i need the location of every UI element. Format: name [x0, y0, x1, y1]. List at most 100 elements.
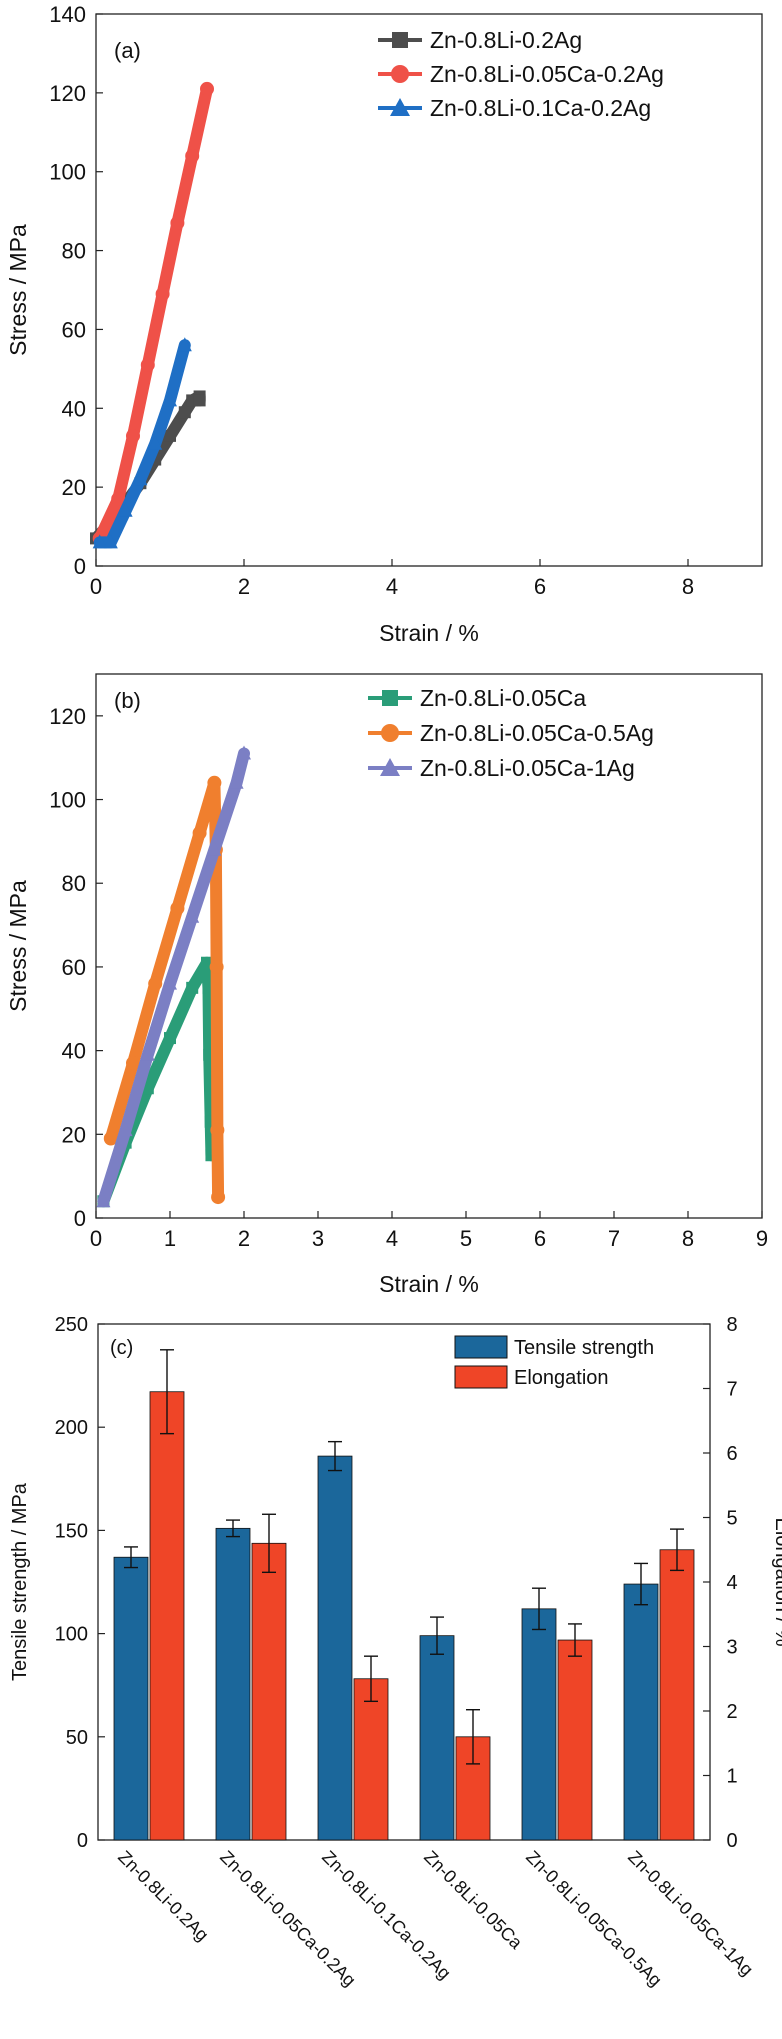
x-tick-label: 2 — [238, 574, 250, 599]
data-point — [163, 975, 177, 990]
data-point — [207, 841, 222, 856]
x-tick-label: 4 — [386, 1226, 398, 1251]
panel-label: (a) — [114, 38, 141, 63]
legend-marker-square — [392, 32, 408, 48]
data-point — [211, 1190, 226, 1205]
y-tick-label: 60 — [62, 955, 86, 980]
y2-axis-label: Elongation / % — [771, 1518, 782, 1647]
legend-marker-triangle — [380, 758, 400, 776]
x-tick-label: 0 — [90, 574, 102, 599]
y-tick-label: 140 — [49, 2, 86, 27]
data-point — [140, 1046, 155, 1061]
y2-tick-label: 7 — [726, 1379, 737, 1401]
legend-entry: Tensile strength — [454, 1335, 654, 1359]
y-axis-label: Stress / MPa — [5, 880, 31, 1012]
y-tick-label: 150 — [55, 1520, 88, 1542]
plot-frame — [95, 673, 763, 1219]
series-line — [97, 956, 218, 1208]
y2-tick-label: 8 — [726, 1314, 737, 1336]
y-tick-label: 120 — [49, 704, 86, 729]
data-point — [177, 337, 192, 352]
y2-tick-label: 5 — [726, 1508, 737, 1530]
data-point — [92, 534, 107, 549]
y-tick-label: 80 — [62, 239, 86, 264]
legend-entry: Elongation — [454, 1365, 609, 1389]
y2-tick-label: 6 — [726, 1443, 737, 1465]
bar — [623, 1583, 659, 1841]
plot-frame — [97, 1323, 711, 1841]
x-tick-label: 1 — [164, 1226, 176, 1251]
bar — [419, 1635, 455, 1841]
y-tick-label: 100 — [49, 160, 86, 185]
data-point — [178, 406, 191, 419]
legend-text: Zn-0.8Li-0.05Ca-0.2Ag — [430, 61, 664, 87]
data-point — [209, 959, 224, 974]
data-point — [185, 148, 200, 163]
legend-text: Tensile strength — [514, 1337, 654, 1359]
legend-entry: Zn-0.8Li-0.05Ca — [368, 685, 586, 711]
y-tick-label: 40 — [62, 1039, 86, 1064]
data-point — [133, 471, 148, 486]
y2-tick-label: 3 — [726, 1637, 737, 1659]
legend-text: Zn-0.8Li-0.2Ag — [430, 27, 582, 53]
x-axis-label: Strain / % — [379, 1271, 479, 1297]
x-tick-label: 0 — [90, 1226, 102, 1251]
y-tick-label: 100 — [55, 1624, 88, 1646]
data-point — [96, 1193, 111, 1208]
y2-tick-label: 1 — [726, 1766, 737, 1788]
x-tick-label: 5 — [460, 1226, 472, 1251]
y2-tick-label: 0 — [726, 1830, 737, 1852]
bar — [149, 1391, 185, 1841]
legend-marker-circle — [381, 724, 399, 742]
data-point — [237, 745, 251, 760]
category-label: Zn-0.8Li-0.05Ca — [420, 1847, 527, 1954]
legend-text: Zn-0.8Li-0.05Ca-0.5Ag — [420, 720, 654, 746]
data-point — [118, 1122, 133, 1137]
data-point — [148, 976, 163, 991]
legend: Zn-0.8Li-0.05Ca Zn-0.8Li-0.05Ca-0.5Ag Zn… — [368, 685, 654, 781]
x-tick-label: 3 — [312, 1226, 324, 1251]
legend-entry: Zn-0.8Li-0.05Ca-1Ag — [368, 755, 635, 781]
y-axis-label: Tensile strength / MPa — [9, 1482, 31, 1681]
y-tick-label: 100 — [49, 788, 86, 813]
y-axis-label: Stress / MPa — [5, 224, 31, 356]
bars-group — [113, 1349, 695, 1841]
series-line — [97, 747, 250, 1208]
x-tick-label: 7 — [608, 1226, 620, 1251]
y-tick-label: 250 — [55, 1314, 88, 1336]
data-point — [193, 394, 206, 407]
data-point — [185, 908, 200, 923]
y-tick-label: 120 — [49, 81, 86, 106]
bar — [521, 1608, 557, 1841]
legend-marker-circle — [391, 65, 409, 83]
series-group — [96, 745, 251, 1208]
data-point — [148, 435, 163, 450]
data-point — [126, 428, 140, 443]
legend-marker-triangle — [390, 98, 410, 116]
y2-tick-label: 4 — [726, 1572, 737, 1594]
data-point — [186, 981, 199, 994]
legend-text: Zn-0.8Li-0.1Ca-0.2Ag — [430, 95, 651, 121]
data-point — [126, 1056, 140, 1071]
bar — [215, 1527, 251, 1841]
x-tick-label: 8 — [682, 574, 694, 599]
y-tick-label: 60 — [62, 317, 86, 342]
data-point — [140, 357, 155, 372]
x-tick-label: 8 — [682, 1226, 694, 1251]
data-point — [164, 1032, 176, 1045]
legend: Zn-0.8Li-0.2Ag Zn-0.8Li-0.05Ca-0.2Ag Zn-… — [378, 27, 664, 121]
legend-entry: Zn-0.8Li-0.05Ca-0.2Ag — [378, 61, 664, 87]
data-point — [207, 775, 222, 790]
y-tick-label: 20 — [62, 1122, 86, 1147]
axis-ticks: 0 1 2 3 4 5 6 7 8 9 0 20 40 60 80 100 120 — [49, 704, 768, 1251]
x-tick-label: 9 — [756, 1226, 768, 1251]
series-line — [104, 776, 225, 1204]
x-axis-label: Strain / % — [379, 620, 479, 646]
bar-chart-c: 0 50 100 150 200 250 0 1 2 3 4 5 6 7 8 Zn-0.8Li-0.2Ag Z… — [9, 1314, 782, 1990]
y-tick-label: 80 — [62, 871, 86, 896]
bar — [557, 1639, 593, 1841]
legend-text: Zn-0.8Li-0.05Ca — [420, 685, 586, 711]
series-line — [93, 82, 213, 545]
data-point — [118, 502, 133, 517]
